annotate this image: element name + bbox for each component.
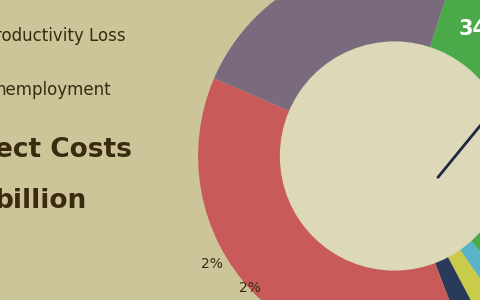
Circle shape xyxy=(280,42,480,270)
Text: 34%: 34% xyxy=(457,19,480,39)
Wedge shape xyxy=(198,78,463,300)
Text: 2%: 2% xyxy=(200,257,222,271)
Wedge shape xyxy=(429,0,480,300)
Wedge shape xyxy=(447,249,480,300)
Wedge shape xyxy=(459,241,480,300)
Wedge shape xyxy=(214,0,454,111)
Wedge shape xyxy=(434,257,480,300)
Text: roductivity Loss: roductivity Loss xyxy=(0,27,126,45)
Text: 2%: 2% xyxy=(239,281,261,295)
Text: ect Costs: ect Costs xyxy=(0,137,132,163)
Text: nemployment: nemployment xyxy=(0,81,110,99)
Text: billion: billion xyxy=(0,188,87,214)
